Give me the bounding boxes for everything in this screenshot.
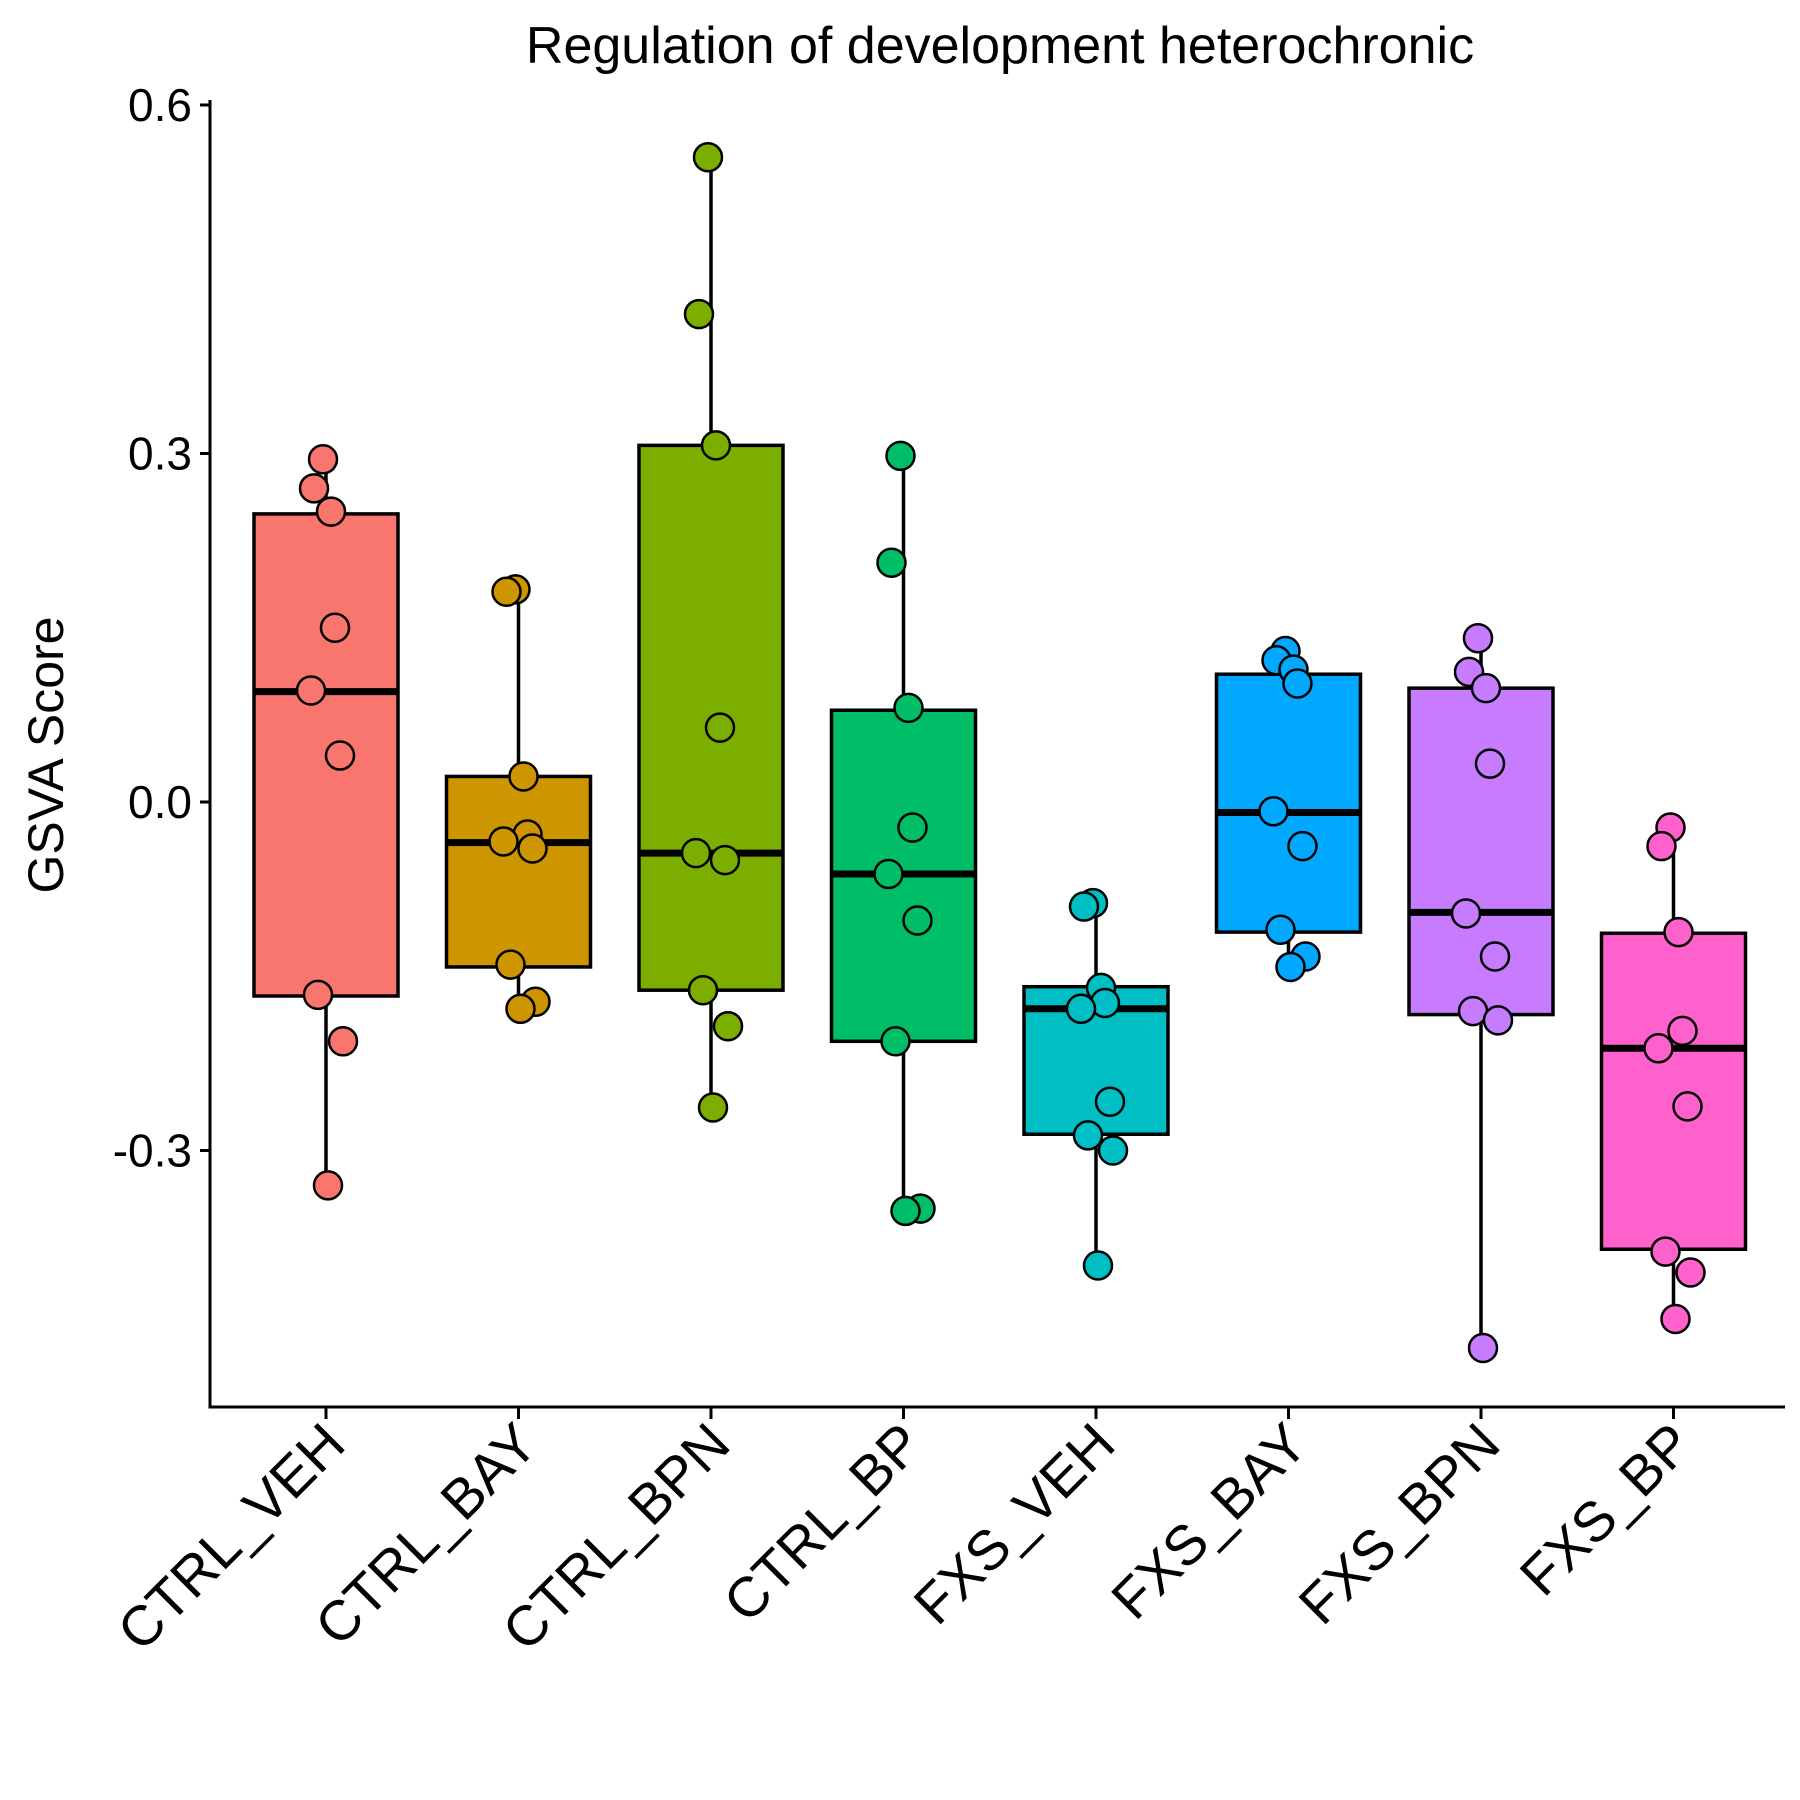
box-FXS_BAY	[1214, 672, 1363, 934]
data-point	[1482, 1005, 1514, 1036]
data-point	[1282, 668, 1313, 699]
boxes-layer	[252, 157, 1748, 1348]
data-point	[897, 812, 928, 843]
data-point	[1094, 1086, 1126, 1117]
data-point	[302, 979, 334, 1011]
x-tick-label: CTRL_BP	[711, 1411, 934, 1634]
data-point	[1450, 898, 1482, 929]
data-point	[893, 692, 924, 724]
data-point	[319, 612, 351, 643]
data-point	[517, 833, 548, 864]
data-point	[295, 675, 327, 706]
x-tick-label: FXS_VEH	[901, 1411, 1126, 1636]
x-tick-label: FXS_BP	[1508, 1411, 1704, 1607]
x-tick-label: FXS_BAY	[1099, 1411, 1319, 1631]
data-point	[488, 826, 519, 857]
data-point	[1470, 672, 1502, 704]
points-layer	[295, 142, 1706, 1364]
data-point	[712, 1010, 744, 1042]
y-tick-label: 0.6	[128, 79, 192, 131]
data-point	[1663, 916, 1694, 948]
data-point	[680, 837, 712, 869]
box-FXS_BP	[1599, 931, 1748, 1252]
data-point	[890, 1195, 921, 1227]
data-point	[876, 547, 907, 578]
y-axis-label: GSVA Score	[18, 617, 74, 894]
x-tick-label: FXS_BPN	[1286, 1411, 1511, 1636]
data-point	[692, 142, 724, 173]
data-point	[312, 1170, 344, 1201]
data-point	[1068, 891, 1100, 922]
data-point	[1660, 1303, 1691, 1335]
data-point	[1467, 1332, 1499, 1364]
data-point	[315, 496, 347, 527]
box-CTRL_BAY	[444, 774, 593, 969]
data-point	[1650, 1236, 1681, 1267]
data-point	[1275, 951, 1306, 983]
data-point	[885, 440, 916, 472]
data-point	[880, 1026, 911, 1057]
data-point	[1097, 1135, 1129, 1166]
data-point	[683, 298, 715, 330]
data-point	[1065, 993, 1097, 1025]
box-FXS_BPN	[1407, 686, 1555, 1017]
data-point	[505, 993, 536, 1025]
y-tick-label: 0.3	[128, 427, 192, 479]
data-point	[700, 430, 732, 461]
data-point	[491, 576, 522, 607]
y-tick-label: 0.0	[128, 776, 192, 828]
data-point	[508, 761, 539, 792]
data-point	[697, 1092, 729, 1123]
data-point	[495, 949, 526, 980]
data-point	[327, 1026, 359, 1057]
data-point	[1474, 748, 1506, 779]
data-point	[1082, 1250, 1114, 1281]
data-point	[1675, 1257, 1706, 1288]
data-point	[307, 444, 339, 475]
data-point	[1672, 1091, 1703, 1122]
data-point	[709, 844, 741, 876]
data-point	[1462, 622, 1494, 654]
data-point	[873, 858, 904, 890]
data-point	[1479, 941, 1511, 972]
data-point	[704, 712, 736, 743]
data-point	[1258, 796, 1289, 827]
data-point	[298, 473, 330, 504]
data-point	[1287, 830, 1318, 862]
data-point	[687, 974, 719, 1006]
data-point	[902, 905, 933, 936]
y-tick-label: -0.3	[113, 1125, 192, 1177]
data-point	[1643, 1033, 1674, 1064]
chart-title: Regulation of development heterochronic	[526, 17, 1474, 75]
data-point	[1072, 1120, 1104, 1151]
data-point	[1646, 830, 1677, 862]
data-point	[324, 740, 356, 771]
data-point	[1667, 1015, 1698, 1047]
data-point	[1265, 914, 1296, 946]
